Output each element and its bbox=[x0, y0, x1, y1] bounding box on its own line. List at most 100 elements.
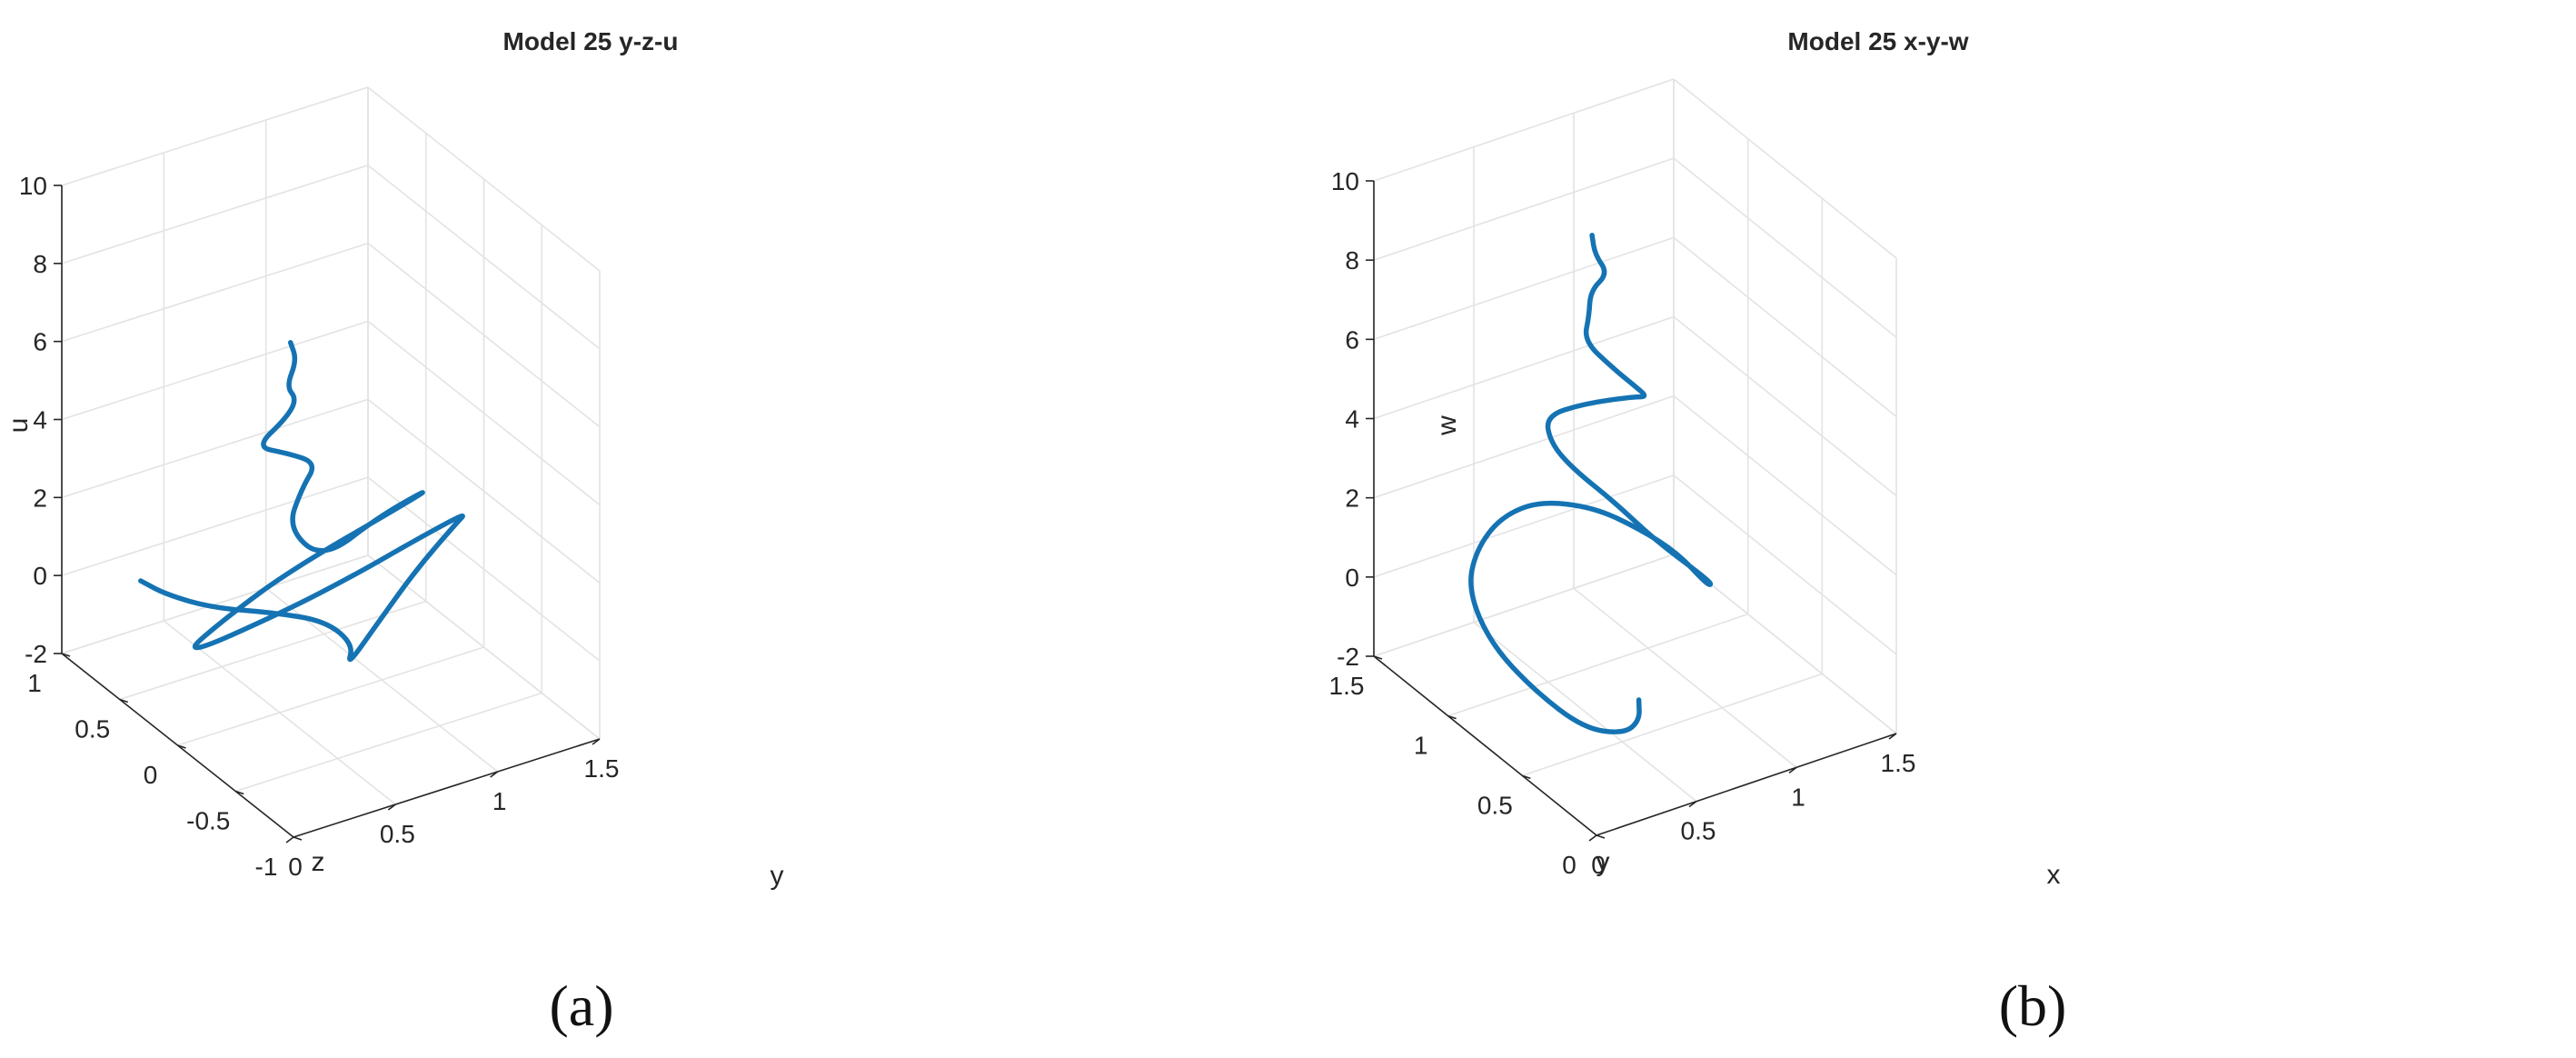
plot-b-z-tick-label: 8 bbox=[1345, 246, 1359, 274]
plot-a-y-tick-label: 0 bbox=[144, 761, 158, 789]
plot-b-z-axis-label: w bbox=[1432, 415, 1462, 436]
plot-b-panel-label: (b) bbox=[1999, 973, 2067, 1038]
plot-b-wall-gridline bbox=[1673, 157, 1897, 338]
plot-a-y-tick-label: 1 bbox=[27, 669, 42, 697]
plot-b-x-tick-mark bbox=[1588, 834, 1597, 842]
plot-b-wall-gridline bbox=[1673, 78, 1897, 259]
plot-b-x-tick-mark bbox=[1888, 733, 1897, 740]
plot-a-wall-gridline bbox=[61, 398, 369, 499]
plot-a-y-tick-mark bbox=[177, 744, 186, 749]
plot-b-x-tick-label: 1.5 bbox=[1881, 749, 1916, 777]
plot-b-y-axis-label: y bbox=[1596, 847, 1610, 877]
plot-b-z-tick-label: 2 bbox=[1345, 484, 1359, 513]
plot-b-x-tick-mark bbox=[1788, 766, 1797, 774]
plot-a-y-tick-mark bbox=[119, 698, 129, 704]
plot-a-y-tick-mark bbox=[293, 836, 303, 841]
plot-b-x-tick-mark bbox=[1688, 801, 1697, 808]
plot-a-x-axis-label: y bbox=[771, 861, 784, 891]
plot-a-z-tick-label: 8 bbox=[33, 250, 47, 278]
plot-a-floor-gridline bbox=[177, 646, 484, 746]
plot-a-wall-gridline bbox=[61, 86, 369, 186]
plot-a-floor-gridline bbox=[235, 692, 542, 793]
plot-a-z-axis-label: u bbox=[4, 418, 34, 434]
plot-a-y-tick-label: 0.5 bbox=[75, 715, 110, 744]
plot-a-z-tick-label: 10 bbox=[19, 172, 47, 200]
plot-b-wall-gridline bbox=[1673, 236, 1897, 417]
plot-b-y-tick-label: 0.5 bbox=[1477, 791, 1513, 819]
plot-a-z-tick-label: 0 bbox=[33, 562, 47, 590]
plot-a-wall-gridline bbox=[367, 165, 601, 350]
plot-b-x-y-w: Model 25 x-y-w 00.511.500.511.5-20246810… bbox=[1329, 27, 2067, 1038]
plot-b-wall-gridline bbox=[1373, 78, 1675, 182]
plot-a-wall-gridline bbox=[367, 86, 601, 272]
plot-a-x-axis-line bbox=[293, 738, 601, 838]
plot-b-y-axis-line bbox=[1373, 655, 1597, 836]
plot-a-y-tick-label: -0.5 bbox=[186, 807, 230, 835]
plot-b-wall-gridline bbox=[1373, 315, 1675, 420]
plot-a-z-tick-label: 4 bbox=[33, 406, 47, 434]
plot-b-x-tick-label: 0.5 bbox=[1681, 817, 1716, 845]
plot-a-x-tick-mark bbox=[592, 738, 601, 745]
plot-a-grid bbox=[61, 86, 601, 838]
plot-a-panel-label: (a) bbox=[549, 973, 613, 1038]
plot-a-curve-layer bbox=[138, 340, 465, 663]
plot-a-wall-gridline bbox=[61, 242, 369, 343]
plot-a-z-tick-label: 2 bbox=[33, 484, 47, 512]
plot-a-title: Model 25 y-z-u bbox=[503, 27, 679, 55]
plot-a-y-axis-label: z bbox=[312, 847, 325, 877]
plot-a-z-tick-label: 6 bbox=[33, 328, 47, 356]
plot-b-wall-gridline bbox=[1373, 236, 1675, 341]
plot-a-wall-gridline bbox=[367, 243, 601, 428]
plot-b-title: Model 25 x-y-w bbox=[1787, 27, 1968, 55]
plot-b-z-tick-label: 4 bbox=[1345, 405, 1359, 434]
plot-a-y-tick-mark bbox=[61, 653, 71, 657]
plot-a-series-line bbox=[138, 340, 465, 663]
plot-b-z-tick-label: 0 bbox=[1345, 564, 1359, 592]
plot-a-x-tick-mark bbox=[285, 836, 294, 843]
plot-b-y-tick-mark bbox=[1447, 714, 1457, 720]
plot-a-wall-gridline bbox=[367, 320, 601, 506]
plot-a-wall-gridline bbox=[367, 398, 601, 584]
plot-a-x-tick-mark bbox=[490, 771, 499, 778]
plot-a-floor-gridline bbox=[119, 600, 426, 701]
plot-b-z-tick-label: 6 bbox=[1345, 325, 1359, 354]
plot-b-z-tick-label: 10 bbox=[1331, 167, 1359, 195]
plot-b-floor-gridline bbox=[1522, 673, 1823, 777]
plot-b-y-tick-label: 1.5 bbox=[1329, 672, 1365, 700]
plot-b-y-tick-mark bbox=[1596, 834, 1606, 839]
plot-b-wall-gridline bbox=[1673, 474, 1897, 655]
plot-a-wall-gridline bbox=[367, 476, 601, 662]
plot-a-z-tick-label: -2 bbox=[25, 640, 47, 668]
plot-b-z-tick-label: -2 bbox=[1337, 643, 1359, 671]
plot-b-floor-gridline bbox=[1573, 587, 1797, 768]
plot-b-wall-gridline bbox=[1373, 474, 1675, 578]
plot-a-x-tick-label: 0.5 bbox=[380, 820, 415, 848]
plot-b-curve-layer bbox=[1468, 233, 1714, 734]
plot-a-x-tick-mark bbox=[387, 803, 396, 811]
plot-a-x-tick-label: 1 bbox=[492, 787, 507, 815]
plot-b-series-line bbox=[1468, 233, 1714, 734]
plot-b-grid bbox=[1373, 78, 1897, 836]
plot-b-y-tick-label: 0 bbox=[1562, 851, 1576, 879]
plot-a-wall-gridline bbox=[61, 165, 369, 264]
plot-b-x-tick-label: 1 bbox=[1791, 783, 1805, 811]
plot-a-wall-gridline bbox=[61, 320, 369, 421]
plot-b-wall-gridline bbox=[1373, 554, 1675, 657]
plot-a-y-z-u: Model 25 y-z-u 00.511.5-1-0.500.51-20246… bbox=[4, 27, 784, 1038]
plot-b-wall-gridline bbox=[1373, 394, 1675, 499]
plot-b-x-axis-line bbox=[1596, 733, 1897, 836]
plot-a-axes bbox=[61, 185, 601, 838]
plot-b-y-tick-label: 1 bbox=[1414, 732, 1428, 760]
plot-b-floor-gridline bbox=[1473, 622, 1697, 803]
plot-a-x-tick-label: 0 bbox=[288, 853, 303, 881]
plot-a-wall-gridline bbox=[61, 476, 369, 576]
plot-b-floor-gridline bbox=[1447, 613, 1748, 717]
plot-a-y-tick-label: -1 bbox=[255, 853, 278, 881]
plot-b-wall-gridline bbox=[1673, 315, 1897, 497]
plot-b-wall-gridline bbox=[1373, 157, 1675, 261]
plot-a-x-tick-label: 1.5 bbox=[584, 754, 620, 783]
plot-b-x-tick-label: 0 bbox=[1591, 851, 1606, 879]
plot-a-y-tick-mark bbox=[234, 790, 244, 795]
plot-b-y-tick-mark bbox=[1373, 655, 1383, 660]
